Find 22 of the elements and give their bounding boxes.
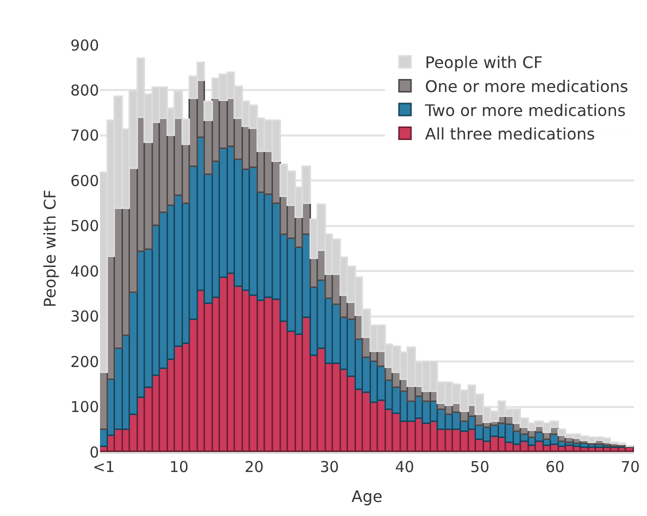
legend-label: Two or more medications (424, 100, 626, 120)
x-tick-label: 50 (470, 458, 490, 476)
x-tick-label: 60 (545, 458, 565, 476)
y-tick-label: 400 (70, 262, 99, 280)
x-tick-label: 40 (395, 458, 414, 476)
y-tick-label: 300 (70, 308, 99, 326)
legend-label: All three medications (425, 124, 595, 144)
x-tick-label: 10 (169, 458, 189, 476)
x-axis-title: Age (352, 487, 382, 506)
y-tick-label: 700 (70, 126, 99, 145)
y-tick-label: 900 (70, 36, 99, 54)
x-tick-label: 30 (320, 458, 339, 476)
legend-label: One or more medications (425, 76, 628, 96)
x-tick-label: 70 (620, 458, 640, 476)
y-tick-label: 500 (70, 217, 99, 236)
legend-label: People with CF (425, 53, 543, 72)
y-tick-label: 100 (70, 398, 99, 416)
y-tick-label: 600 (70, 172, 99, 190)
x-tick-label: 20 (244, 458, 264, 476)
y-axis-title: People with CF (40, 190, 60, 308)
y-tick-label: 200 (70, 352, 99, 371)
y-tick-label: 800 (70, 81, 99, 100)
